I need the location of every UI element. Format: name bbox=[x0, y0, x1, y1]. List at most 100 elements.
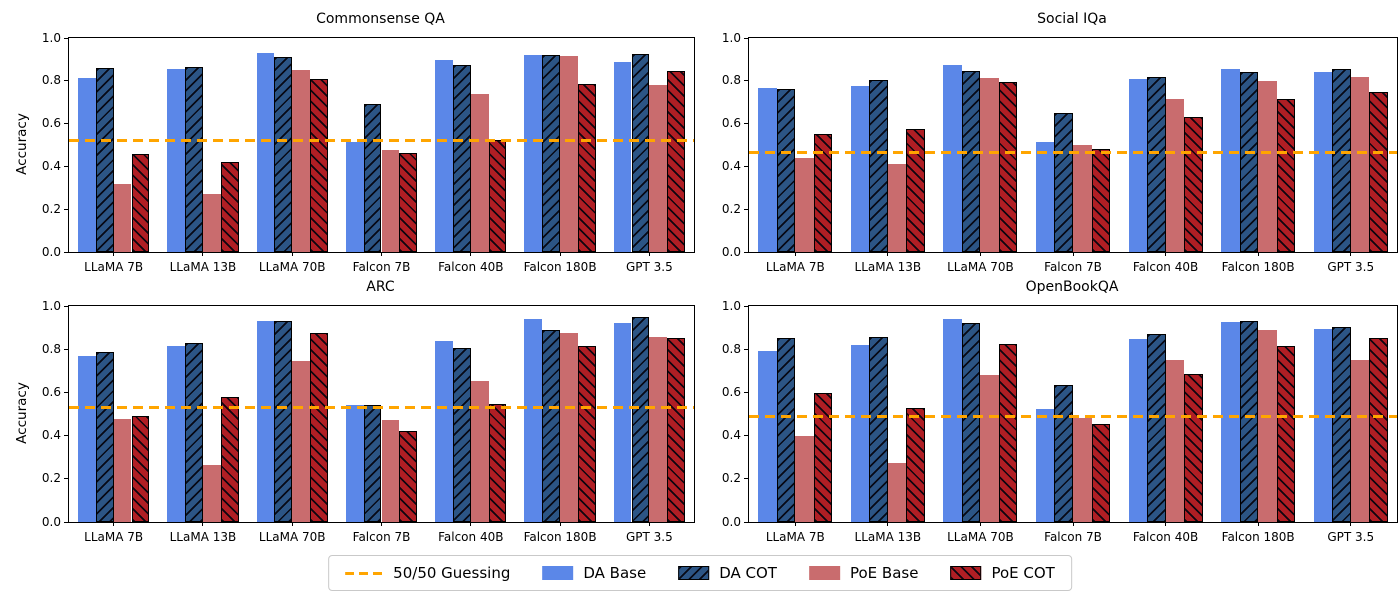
bar-da-base bbox=[613, 323, 632, 522]
x-tick-label: LLaMA 13B bbox=[169, 260, 237, 274]
x-tick-mark bbox=[381, 522, 382, 526]
y-tick-mark bbox=[744, 80, 748, 82]
y-tick-label: 0.6 bbox=[721, 116, 741, 131]
bar-poe-cot bbox=[1369, 91, 1388, 252]
x-tick-label: Falcon 180B bbox=[1221, 260, 1295, 274]
bar-da-cot bbox=[869, 337, 888, 522]
bar-poe-base bbox=[113, 419, 132, 522]
bar-da-base bbox=[345, 141, 364, 252]
y-tick-label: 0.2 bbox=[41, 471, 61, 486]
x-tick-mark bbox=[1165, 252, 1167, 256]
chart-title: ARC bbox=[366, 279, 395, 295]
bar-da-base bbox=[167, 69, 186, 252]
baseline-50-50-guessing bbox=[749, 150, 1397, 154]
bar-poe-base bbox=[470, 380, 489, 522]
y-tick-label: 0.4 bbox=[41, 428, 61, 443]
x-tick-label: Falcon 7B bbox=[1044, 260, 1102, 274]
bar-da-base bbox=[524, 318, 543, 522]
bar-poe-cot bbox=[1091, 423, 1110, 522]
bar-da-base bbox=[167, 345, 186, 522]
y-tick-mark bbox=[744, 208, 748, 210]
chart-title: Commonsense QA bbox=[316, 11, 445, 27]
bar-poe-base bbox=[887, 462, 907, 522]
bar-da-base bbox=[1035, 141, 1055, 252]
y-tick-label: 0.8 bbox=[41, 73, 61, 88]
bar-poe-cot bbox=[310, 333, 328, 522]
bar-poe-base bbox=[980, 77, 999, 252]
y-tick-mark bbox=[744, 478, 748, 480]
x-tick-mark bbox=[794, 522, 796, 526]
bar-poe-base bbox=[649, 85, 668, 252]
x-tick-mark bbox=[979, 522, 981, 526]
x-tick-label: LLaMA 70B bbox=[947, 530, 1014, 544]
baseline-50-50-guessing bbox=[69, 406, 694, 410]
y-tick-mark bbox=[744, 123, 748, 125]
x-tick-mark bbox=[1165, 522, 1167, 526]
y-tick-label: 0.6 bbox=[41, 384, 61, 399]
y-tick-label: 0.0 bbox=[721, 244, 741, 259]
y-tick-mark bbox=[64, 348, 68, 350]
bar-da-cot bbox=[452, 64, 471, 252]
legend-item-da-cot: DA COT bbox=[678, 564, 777, 582]
bar-poe-base bbox=[1350, 76, 1370, 252]
baseline-50-50-guessing bbox=[69, 139, 694, 143]
bar-da-base bbox=[77, 355, 96, 522]
bar-poe-base bbox=[1258, 329, 1277, 522]
bar-da-cot bbox=[869, 79, 888, 252]
x-tick-label: GPT 3.5 bbox=[625, 260, 673, 274]
bar-da-cot bbox=[542, 329, 561, 522]
bar-da-base bbox=[256, 321, 275, 522]
bar-poe-cot bbox=[399, 152, 418, 252]
x-tick-label: Falcon 40B bbox=[438, 530, 504, 544]
bar-poe-cot bbox=[1184, 117, 1203, 252]
x-tick-mark bbox=[1350, 522, 1352, 526]
y-tick-label: 1.0 bbox=[721, 298, 741, 313]
x-tick-label: Falcon 180B bbox=[523, 260, 597, 274]
x-tick-mark bbox=[113, 522, 115, 526]
bar-poe-cot bbox=[131, 153, 150, 252]
bar-da-base bbox=[1128, 78, 1148, 252]
bar-poe-base bbox=[1073, 418, 1092, 522]
x-tick-label: LLaMA 7B bbox=[765, 530, 825, 544]
bar-da-cot bbox=[631, 316, 650, 522]
x-tick-label: GPT 3.5 bbox=[1327, 260, 1375, 274]
x-tick-label: Falcon 7B bbox=[1044, 530, 1102, 544]
bar-da-base bbox=[1221, 322, 1240, 522]
bar-poe-cot bbox=[1276, 99, 1296, 252]
bar-poe-cot bbox=[220, 396, 239, 522]
bar-poe-base bbox=[381, 420, 400, 522]
x-tick-mark bbox=[470, 252, 472, 256]
legend-patch-poe-cot bbox=[950, 566, 982, 580]
bar-poe-cot bbox=[998, 81, 1018, 252]
bar-da-cot bbox=[363, 405, 382, 522]
bar-da-base bbox=[435, 340, 453, 522]
legend-label: DA Base bbox=[583, 564, 647, 582]
x-tick-label: LLaMA 70B bbox=[258, 530, 326, 544]
x-tick-mark bbox=[113, 252, 115, 256]
bar-poe-base bbox=[560, 333, 578, 522]
bar-poe-base bbox=[202, 194, 221, 252]
bar-da-cot bbox=[961, 71, 981, 252]
legend-label: PoE Base bbox=[849, 564, 919, 582]
bar-da-base bbox=[758, 88, 777, 252]
bar-poe-cot bbox=[1276, 345, 1296, 522]
y-tick-label: 0.2 bbox=[721, 201, 741, 216]
x-tick-mark bbox=[1257, 252, 1259, 256]
bar-poe-cot bbox=[310, 78, 328, 252]
bar-poe-cot bbox=[667, 71, 686, 252]
chart-title: Social IQa bbox=[1037, 11, 1107, 27]
bar-da-base bbox=[435, 60, 453, 252]
x-tick-mark bbox=[887, 252, 889, 256]
legend-patch-poe-base bbox=[808, 566, 840, 580]
y-tick-mark bbox=[64, 305, 68, 307]
y-tick-label: 0.0 bbox=[721, 514, 741, 529]
y-tick-mark bbox=[64, 208, 68, 210]
x-tick-mark bbox=[887, 522, 889, 526]
y-tick-label: 0.4 bbox=[41, 158, 61, 173]
bar-da-base bbox=[1035, 408, 1055, 522]
y-tick-mark bbox=[64, 521, 68, 523]
bar-da-base bbox=[1128, 339, 1148, 522]
bar-da-cot bbox=[1054, 384, 1073, 522]
bar-da-cot bbox=[776, 89, 796, 252]
bar-da-cot bbox=[1239, 321, 1259, 522]
